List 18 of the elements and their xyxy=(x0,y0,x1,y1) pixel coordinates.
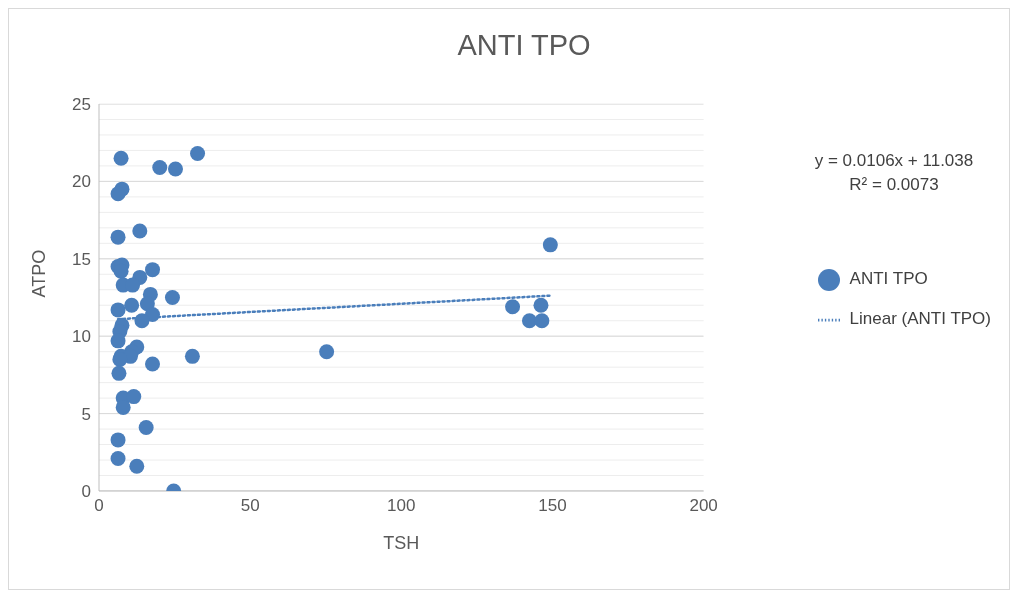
legend-label: Linear (ANTI TPO) xyxy=(849,309,991,328)
legend-label: ANTI TPO xyxy=(849,269,928,288)
y-axis-title: ATPO xyxy=(29,249,50,298)
y-tick-label: 5 xyxy=(81,404,91,424)
text: y = 0.0106x + 11.038 xyxy=(813,150,975,172)
y-tick-label: 0 xyxy=(81,482,91,502)
x-axis-title: TSH xyxy=(383,533,420,553)
y-tick-label: 25 xyxy=(72,95,91,115)
x-tick-label: 150 xyxy=(538,496,567,516)
x-tick-label: 100 xyxy=(387,496,416,516)
y-tick-label: 10 xyxy=(72,327,91,347)
text: R² = 0.0073 xyxy=(848,174,940,196)
x-tick-label: 0 xyxy=(94,496,104,516)
y-tick-label: 20 xyxy=(72,172,91,192)
x-tick-label: 50 xyxy=(240,496,260,516)
x-tick-label: 200 xyxy=(689,496,718,516)
chart-title: ANTI TPO xyxy=(456,29,592,62)
y-tick-label: 15 xyxy=(72,249,91,269)
